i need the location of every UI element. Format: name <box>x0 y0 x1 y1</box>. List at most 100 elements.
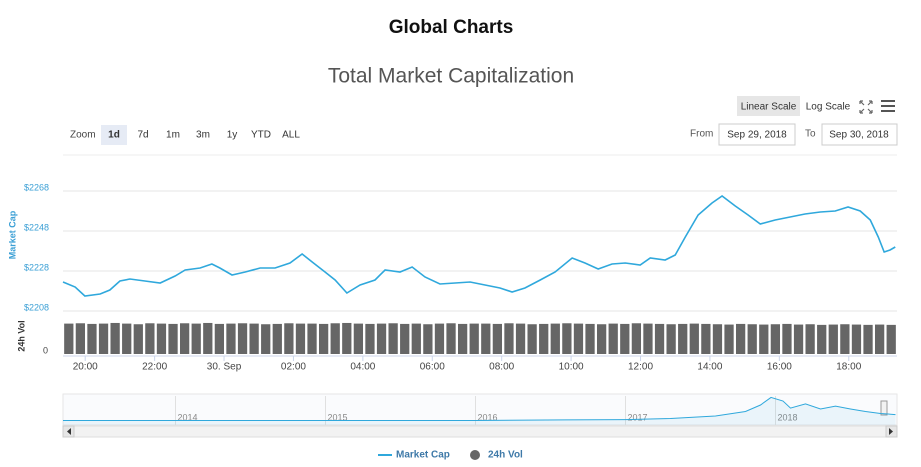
y-tick-label: $2228 <box>24 262 49 272</box>
legend-label[interactable]: Market Cap <box>396 450 450 461</box>
zoom-button-bg[interactable] <box>101 125 127 145</box>
to-value[interactable]: Sep 30, 2018 <box>829 130 889 141</box>
from-value[interactable]: Sep 29, 2018 <box>727 130 787 141</box>
volume-bar <box>770 324 781 354</box>
to-label: To <box>805 129 816 140</box>
y-tick-label: $2208 <box>24 302 49 312</box>
navigator-handle[interactable] <box>880 400 888 416</box>
volume-bar <box>64 323 74 354</box>
x-tick-label: 02:00 <box>281 362 306 373</box>
zoom-button[interactable]: 7d <box>137 130 148 141</box>
volume-bar <box>654 323 665 354</box>
volume-bar <box>585 323 595 354</box>
scrollbar-right-arrow <box>889 428 893 435</box>
zoom-button[interactable]: YTD <box>251 130 271 141</box>
volume-bar <box>226 323 236 354</box>
volume-bar <box>365 323 375 354</box>
volume-bar <box>573 323 584 354</box>
zoom-button[interactable]: ALL <box>282 130 300 141</box>
navigator-tick-label: 2015 <box>328 412 348 422</box>
x-tick-label: 16:00 <box>767 362 792 373</box>
volume-bar <box>179 323 190 354</box>
fullscreen-icon[interactable] <box>859 100 873 114</box>
volume-bar <box>261 324 271 354</box>
volume-bar <box>457 323 468 354</box>
scrollbar-track[interactable] <box>62 425 898 438</box>
volume-bar <box>712 324 723 354</box>
scale-button-bg[interactable] <box>737 96 800 116</box>
zoom-button[interactable]: 1m <box>166 130 180 141</box>
zoom-button[interactable]: 1d <box>108 130 120 141</box>
navigator-tick-label: 2017 <box>628 412 648 422</box>
x-tick-label: 18:00 <box>836 362 861 373</box>
volume-bar <box>782 323 792 354</box>
volume-bar <box>249 323 259 354</box>
volume-bar <box>724 324 734 354</box>
volume-bar <box>666 324 676 354</box>
navigator-tick-label: 2016 <box>478 412 498 422</box>
zoom-button[interactable]: 1y <box>227 130 238 141</box>
volume-bar <box>388 323 398 354</box>
x-tick-label: 30. Sep <box>207 362 242 373</box>
volume-bar <box>353 323 364 354</box>
volume-bar <box>214 323 225 354</box>
legend-label[interactable]: 24h Vol <box>488 450 523 461</box>
volume-bar <box>145 323 155 354</box>
volume-bar <box>203 322 213 354</box>
volume-bar <box>342 322 352 354</box>
volume-bar <box>98 323 109 354</box>
volume-bar <box>840 324 850 354</box>
volume-bar <box>874 324 885 354</box>
to-input[interactable] <box>821 123 898 146</box>
x-tick-label: 22:00 <box>142 362 167 373</box>
zoom-label: Zoom <box>70 130 96 141</box>
volume-bar <box>504 323 514 354</box>
volume-bar <box>284 323 294 354</box>
scale-button[interactable]: Log Scale <box>806 102 851 113</box>
navigator-frame <box>62 393 898 426</box>
volume-bar <box>122 323 132 354</box>
from-label: From <box>690 129 713 140</box>
volume-bar <box>515 323 526 354</box>
x-tick-label: 14:00 <box>697 362 722 373</box>
navigator-tick-label: 2018 <box>778 412 798 422</box>
volume-bar <box>805 324 815 354</box>
volume-bar <box>295 323 306 354</box>
volume-bar <box>191 323 201 354</box>
volume-bar <box>318 323 329 354</box>
volume-bar <box>828 324 838 354</box>
volume-bar <box>596 324 607 354</box>
volume-tick-label: 0 <box>43 345 48 355</box>
volume-bar <box>539 323 549 354</box>
volume-bar <box>376 323 387 354</box>
volume-bar <box>272 323 282 354</box>
volume-bar <box>330 323 340 354</box>
volume-bar <box>747 324 757 354</box>
market-cap-line <box>62 195 896 297</box>
volume-bar <box>400 323 410 354</box>
volume-bar <box>156 323 167 354</box>
navigator-tick-label: 2014 <box>178 412 198 422</box>
y-tick-label: $2248 <box>24 222 49 232</box>
volume-bar <box>793 324 804 354</box>
volume-bar <box>643 323 653 354</box>
volume-bar <box>446 323 456 354</box>
volume-bar <box>469 323 479 354</box>
zoom-button[interactable]: 3m <box>196 130 210 141</box>
from-input[interactable] <box>718 123 796 146</box>
page-title: Global Charts <box>389 17 514 38</box>
legend-dot[interactable] <box>470 450 480 460</box>
scrollbar-left-arrow <box>67 428 71 435</box>
x-tick-label: 10:00 <box>559 362 584 373</box>
x-tick-label: 04:00 <box>350 362 375 373</box>
navigator-area <box>63 397 896 425</box>
volume-axis-title: 24h Vol <box>16 320 26 351</box>
volume-bar <box>481 323 491 354</box>
volume-bar <box>886 324 896 354</box>
menu-icon[interactable] <box>881 100 895 112</box>
volume-bar <box>701 323 711 354</box>
scale-button[interactable]: Linear Scale <box>741 102 797 113</box>
volume-bar <box>110 322 120 354</box>
